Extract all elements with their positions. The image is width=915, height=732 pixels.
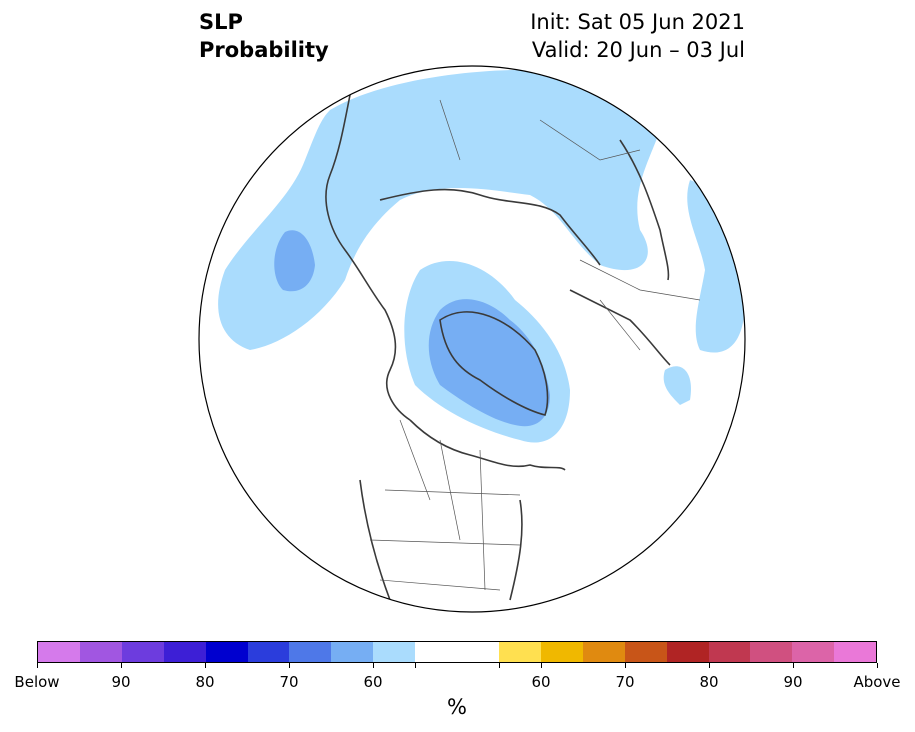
- colorbar-tick-label: 80: [195, 673, 215, 691]
- map-boundary: [198, 65, 746, 613]
- colorbar-segment: [834, 642, 877, 662]
- title-product: Probability: [199, 38, 329, 62]
- colorbar-segment: [289, 642, 332, 662]
- prob-region-50-60-north: [218, 70, 661, 350]
- colorbar-segment: [582, 642, 625, 662]
- colorbar-segment: [331, 642, 374, 662]
- colorbar-segment: [38, 642, 80, 662]
- country-borders: [369, 99, 701, 591]
- colorbar-tick: [877, 663, 878, 668]
- colorbar-tick-label: 60: [363, 673, 383, 691]
- colorbar-tick-label: 90: [111, 673, 131, 691]
- colorbar-tick: [499, 663, 500, 668]
- valid-range: Valid: 20 Jun – 03 Jul: [531, 38, 745, 62]
- colorbar-segment: [415, 642, 458, 662]
- colorbar-tick-label: Above: [853, 673, 901, 691]
- colorbar-segment: [624, 642, 667, 662]
- colorbar-segment: [247, 642, 290, 662]
- prob-region-60-70-greenland: [428, 299, 550, 427]
- colorbar-segment: [750, 642, 793, 662]
- colorbar-tick: [121, 663, 122, 668]
- prob-region-60-70-pacific: [274, 230, 315, 292]
- title-left: SLP Probability: [199, 8, 329, 64]
- colorbar-tick-label: Below: [14, 673, 60, 691]
- prob-region-50-60-east: [687, 180, 745, 353]
- title-right: Init: Sat 05 Jun 2021 Valid: 20 Jun – 03…: [530, 8, 745, 64]
- colorbar-segment: [540, 642, 583, 662]
- colorbar-segment: [163, 642, 206, 662]
- colorbar-tick-label: 90: [783, 673, 803, 691]
- colorbar-tick: [541, 663, 542, 668]
- colorbar-segment: [457, 642, 499, 662]
- colorbar-segment: [792, 642, 835, 662]
- colorbar-tick-label: 60: [531, 673, 551, 691]
- colorbar-tick-label: 70: [279, 673, 299, 691]
- colorbar-tick: [289, 663, 290, 668]
- colorbar-segment: [373, 642, 416, 662]
- colorbar-tick: [205, 663, 206, 668]
- colorbar-segment: [121, 642, 164, 662]
- colorbar-segment: [498, 642, 541, 662]
- polar-map: [198, 65, 746, 613]
- colorbar: [37, 641, 877, 663]
- colorbar-unit: %: [447, 695, 467, 719]
- prob-region-50-60-small: [663, 366, 691, 405]
- colorbar-tick: [625, 663, 626, 668]
- colorbar-tick: [709, 663, 710, 668]
- colorbar-tick: [373, 663, 374, 668]
- colorbar-tick-label: 70: [615, 673, 635, 691]
- colorbar-tick: [793, 663, 794, 668]
- init-date: Init: Sat 05 Jun 2021: [530, 10, 745, 34]
- colorbar-segment: [666, 642, 709, 662]
- title-variable: SLP: [199, 10, 243, 34]
- colorbar-segment: [708, 642, 751, 662]
- colorbar-tick: [415, 663, 416, 668]
- colorbar-segment: [205, 642, 248, 662]
- colorbar-segment: [79, 642, 122, 662]
- colorbar-tick-label: 80: [699, 673, 719, 691]
- colorbar-tick: [37, 663, 38, 668]
